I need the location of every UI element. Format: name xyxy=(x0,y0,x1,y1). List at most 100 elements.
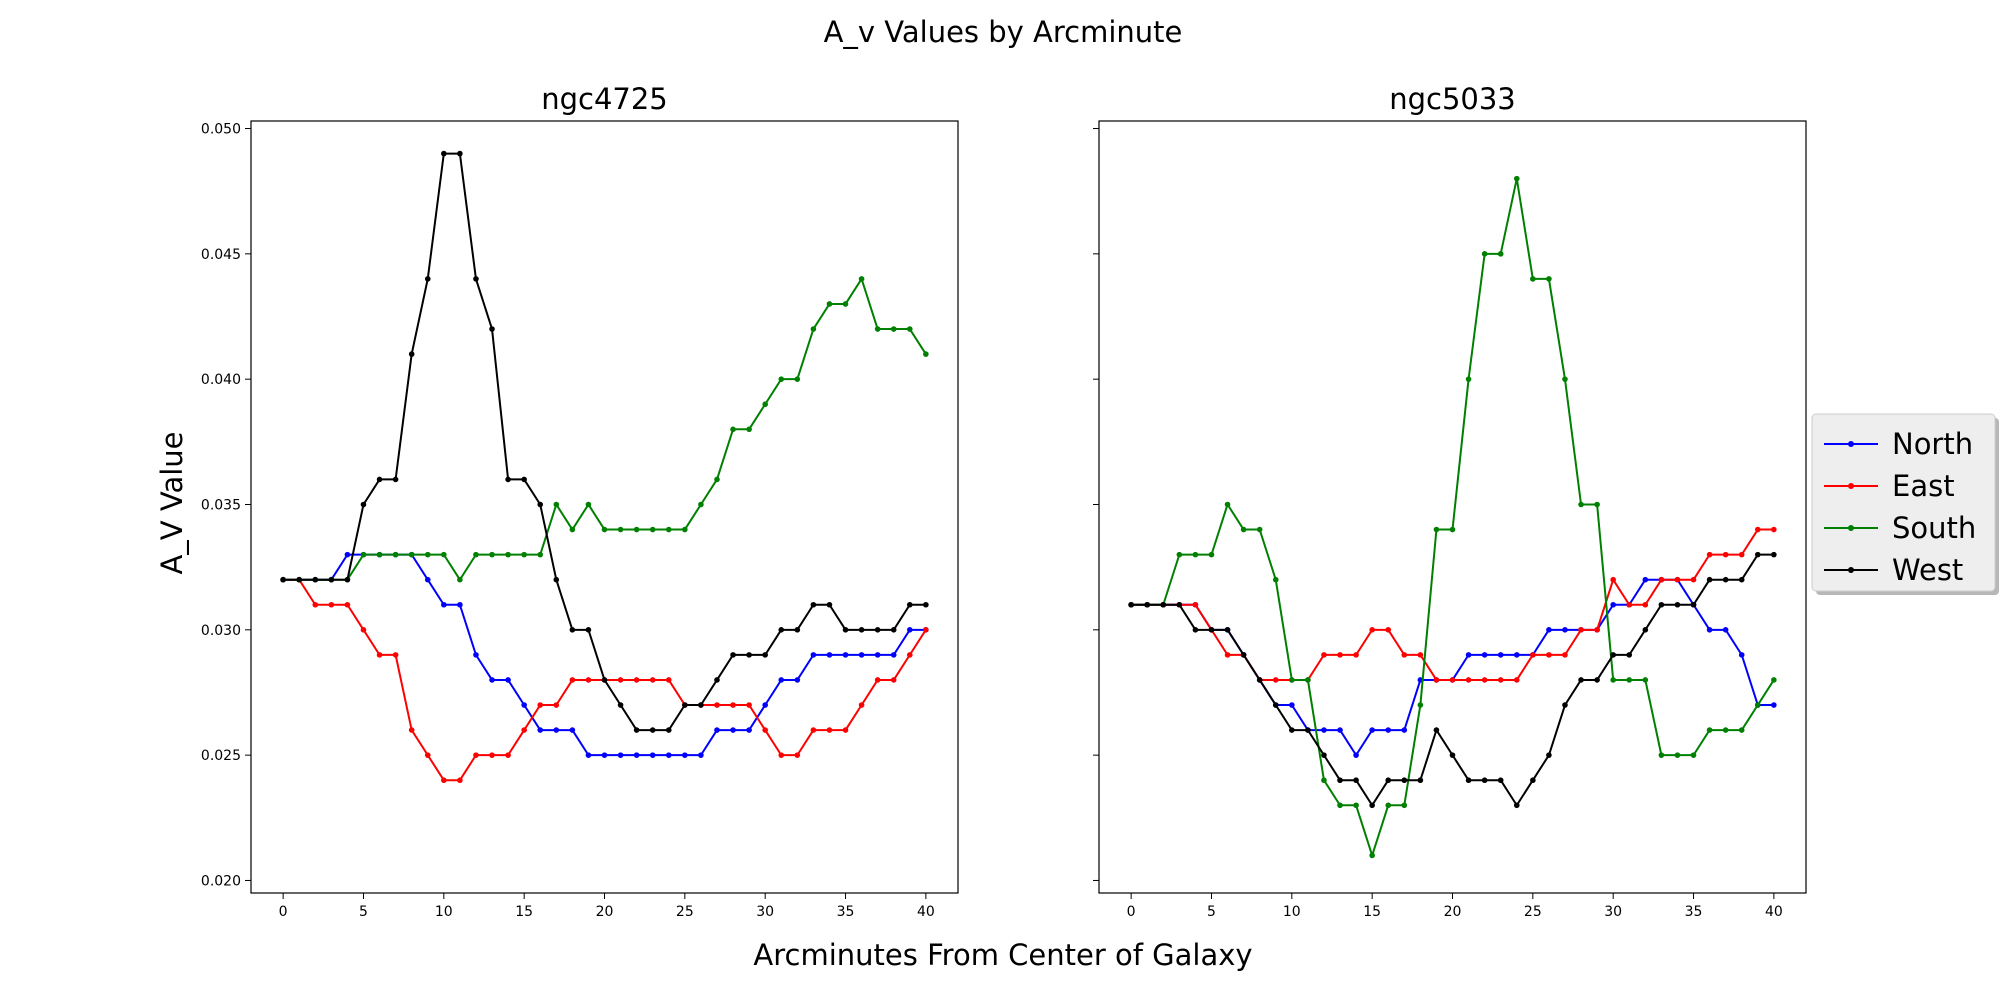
data-point xyxy=(1321,727,1327,733)
data-point xyxy=(778,752,785,758)
x-tick-label: 5 xyxy=(359,904,368,920)
data-point xyxy=(874,677,881,683)
data-point xyxy=(1497,251,1504,257)
data-point xyxy=(457,601,463,608)
data-point xyxy=(1754,702,1761,708)
data-point xyxy=(344,551,351,558)
data-point xyxy=(1771,526,1777,533)
x-tick-label: 0 xyxy=(1127,904,1136,920)
data-point xyxy=(1722,551,1729,558)
data-point xyxy=(553,501,560,508)
data-point xyxy=(1401,802,1408,809)
legend-entry-south: South xyxy=(1824,511,1976,545)
data-point xyxy=(874,627,881,633)
data-point xyxy=(1722,627,1729,633)
data-point xyxy=(537,501,544,508)
data-point xyxy=(1497,677,1504,683)
data-point xyxy=(617,752,624,758)
legend-marker xyxy=(1848,441,1854,447)
data-point xyxy=(312,601,319,608)
data-point xyxy=(521,551,527,558)
data-point xyxy=(1738,652,1745,658)
data-point xyxy=(778,627,785,633)
data-point xyxy=(360,551,367,558)
data-point xyxy=(457,777,463,784)
data-point xyxy=(1690,576,1697,583)
data-point xyxy=(1658,576,1665,583)
y-tick-label: 0.035 xyxy=(201,497,241,513)
data-point xyxy=(1401,652,1408,658)
data-point xyxy=(1449,677,1456,683)
data-point xyxy=(1674,576,1681,583)
data-point xyxy=(424,551,431,558)
data-point xyxy=(1658,601,1665,608)
data-point xyxy=(1546,627,1552,633)
data-point xyxy=(762,401,768,408)
data-point xyxy=(1337,652,1343,658)
data-point xyxy=(649,677,656,683)
data-point xyxy=(714,727,720,733)
data-point xyxy=(1642,627,1649,633)
series-west xyxy=(1128,551,1777,809)
data-point xyxy=(1626,652,1633,658)
data-point xyxy=(1771,677,1777,683)
data-point xyxy=(1610,677,1616,683)
data-point xyxy=(1369,802,1375,809)
x-tick-label: 25 xyxy=(676,904,694,920)
y-tick-label: 0.025 xyxy=(201,748,241,764)
legend-entry-north: North xyxy=(1824,427,1973,461)
data-point xyxy=(601,677,608,683)
data-point xyxy=(473,551,479,558)
data-point xyxy=(826,301,833,307)
data-point xyxy=(890,652,897,658)
data-point xyxy=(649,727,656,733)
data-point xyxy=(1433,526,1440,533)
data-point xyxy=(569,526,576,533)
data-point xyxy=(1256,526,1263,533)
data-point xyxy=(906,652,913,658)
data-point xyxy=(730,727,736,733)
data-point xyxy=(1658,752,1665,758)
data-point xyxy=(1192,551,1199,558)
data-point xyxy=(1626,601,1633,608)
data-point xyxy=(1224,652,1231,658)
data-point xyxy=(617,526,624,533)
data-point xyxy=(1353,652,1359,658)
data-point xyxy=(665,727,672,733)
data-point xyxy=(810,326,817,332)
data-point xyxy=(408,551,415,558)
x-tick-label: 20 xyxy=(596,904,614,920)
x-tick-label: 15 xyxy=(1363,904,1381,920)
data-point xyxy=(1208,627,1215,633)
data-point xyxy=(392,476,399,483)
legend-marker xyxy=(1848,525,1854,531)
data-point xyxy=(1353,777,1359,784)
data-point xyxy=(1449,526,1456,533)
data-point xyxy=(344,601,351,608)
data-point xyxy=(1594,501,1600,508)
data-point xyxy=(585,627,592,633)
x-tick-label: 40 xyxy=(1765,904,1783,920)
data-point xyxy=(1530,276,1536,282)
data-point xyxy=(1562,652,1568,658)
data-point xyxy=(906,326,913,332)
data-point xyxy=(665,526,672,533)
data-point xyxy=(1128,601,1134,608)
data-point xyxy=(537,727,544,733)
data-point xyxy=(392,551,399,558)
data-point xyxy=(424,752,431,758)
data-point xyxy=(441,777,447,784)
data-point xyxy=(633,727,640,733)
data-point xyxy=(858,276,865,282)
data-point xyxy=(408,727,415,733)
data-point xyxy=(1192,601,1199,608)
data-point xyxy=(1754,526,1761,533)
data-point xyxy=(1481,652,1488,658)
panel-title: ngc5033 xyxy=(1389,82,1516,116)
data-point xyxy=(505,551,511,558)
data-point xyxy=(1738,576,1745,583)
data-point xyxy=(1706,627,1713,633)
data-point xyxy=(489,551,495,558)
data-point xyxy=(794,627,801,633)
data-point xyxy=(1481,677,1488,683)
